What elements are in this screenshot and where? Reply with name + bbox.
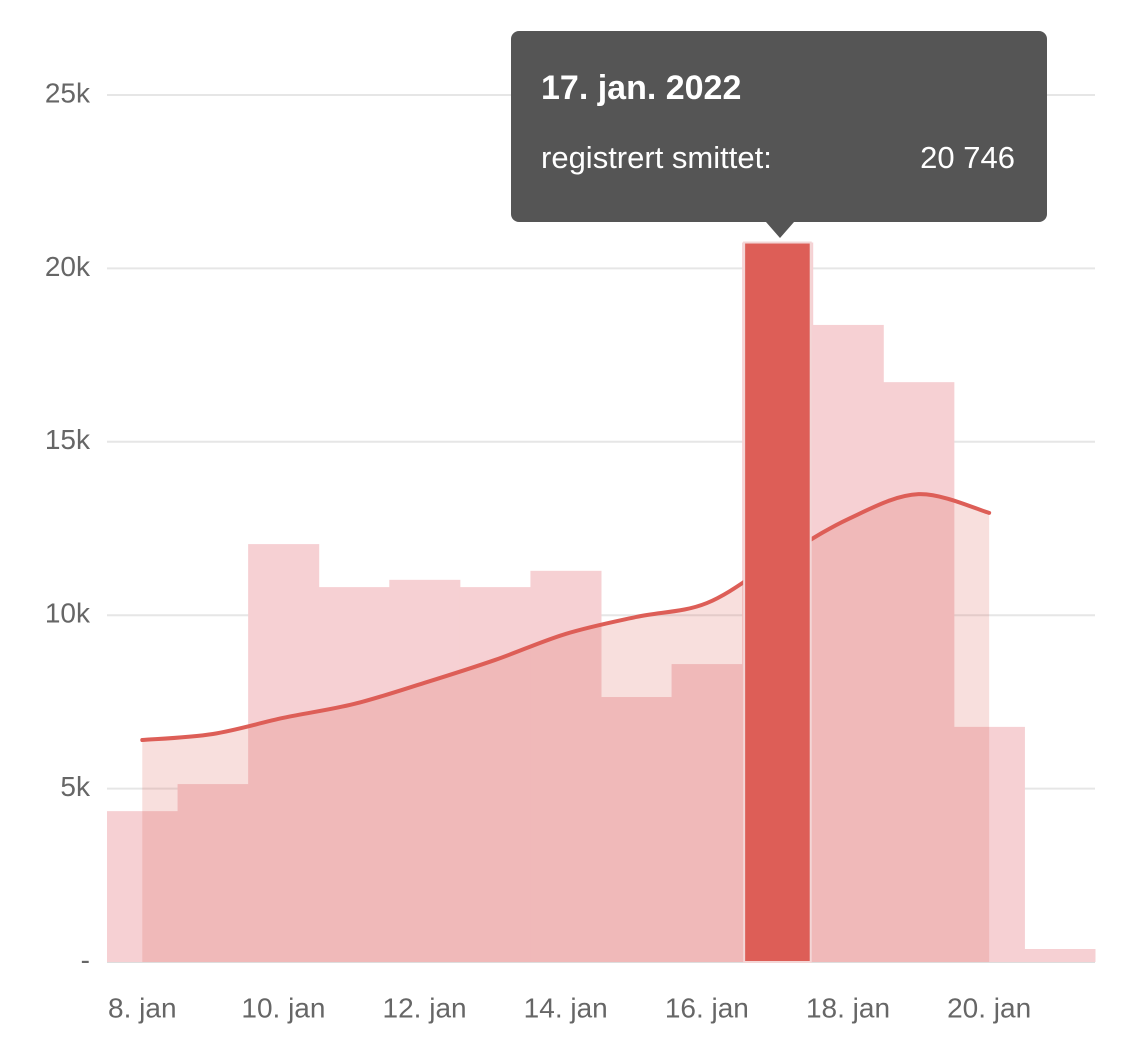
highlight-bar <box>743 241 812 963</box>
y-tick-label: 5k <box>60 771 91 802</box>
bar <box>389 579 461 962</box>
y-tick-label: - <box>81 944 90 975</box>
bar <box>248 544 320 962</box>
labels: - 5k 10k 15k 20k 25k 8. jan 10. jan 12. jan 14. j… <box>45 77 1031 1023</box>
bar <box>107 811 179 962</box>
bar <box>601 697 673 962</box>
x-tick-label: 8. jan <box>108 992 177 1023</box>
bar <box>671 664 743 962</box>
bar <box>1024 948 1096 962</box>
x-tick-label: 20. jan <box>947 992 1031 1023</box>
bar <box>883 382 955 962</box>
x-tick-label: 12. jan <box>383 992 467 1023</box>
x-tick-label: 14. jan <box>524 992 608 1023</box>
y-tick-label: 15k <box>45 424 91 455</box>
tooltip: 17. jan. 2022 registrert smittet: 20 746 <box>511 31 1047 238</box>
y-tick-label: 25k <box>45 77 91 108</box>
area-layer <box>140 241 992 963</box>
x-tick-label: 18. jan <box>806 992 890 1023</box>
y-tick-label: 10k <box>45 598 91 629</box>
bar <box>530 570 602 962</box>
y-tick-label: 20k <box>45 251 91 282</box>
tooltip-box <box>511 31 1047 222</box>
bar <box>177 784 249 962</box>
x-tick-label: 10. jan <box>241 992 325 1023</box>
bar <box>953 726 1025 962</box>
bars <box>107 242 1096 963</box>
tooltip-arrow <box>766 222 794 238</box>
tooltip-label: registrert smittet: <box>541 140 772 175</box>
average-line <box>140 492 992 743</box>
x-tick-label: 16. jan <box>665 992 749 1023</box>
tooltip-title: 17. jan. 2022 <box>541 69 741 107</box>
tooltip-value: 20 746 <box>920 140 1015 175</box>
bar <box>812 324 884 962</box>
bar <box>318 587 390 962</box>
